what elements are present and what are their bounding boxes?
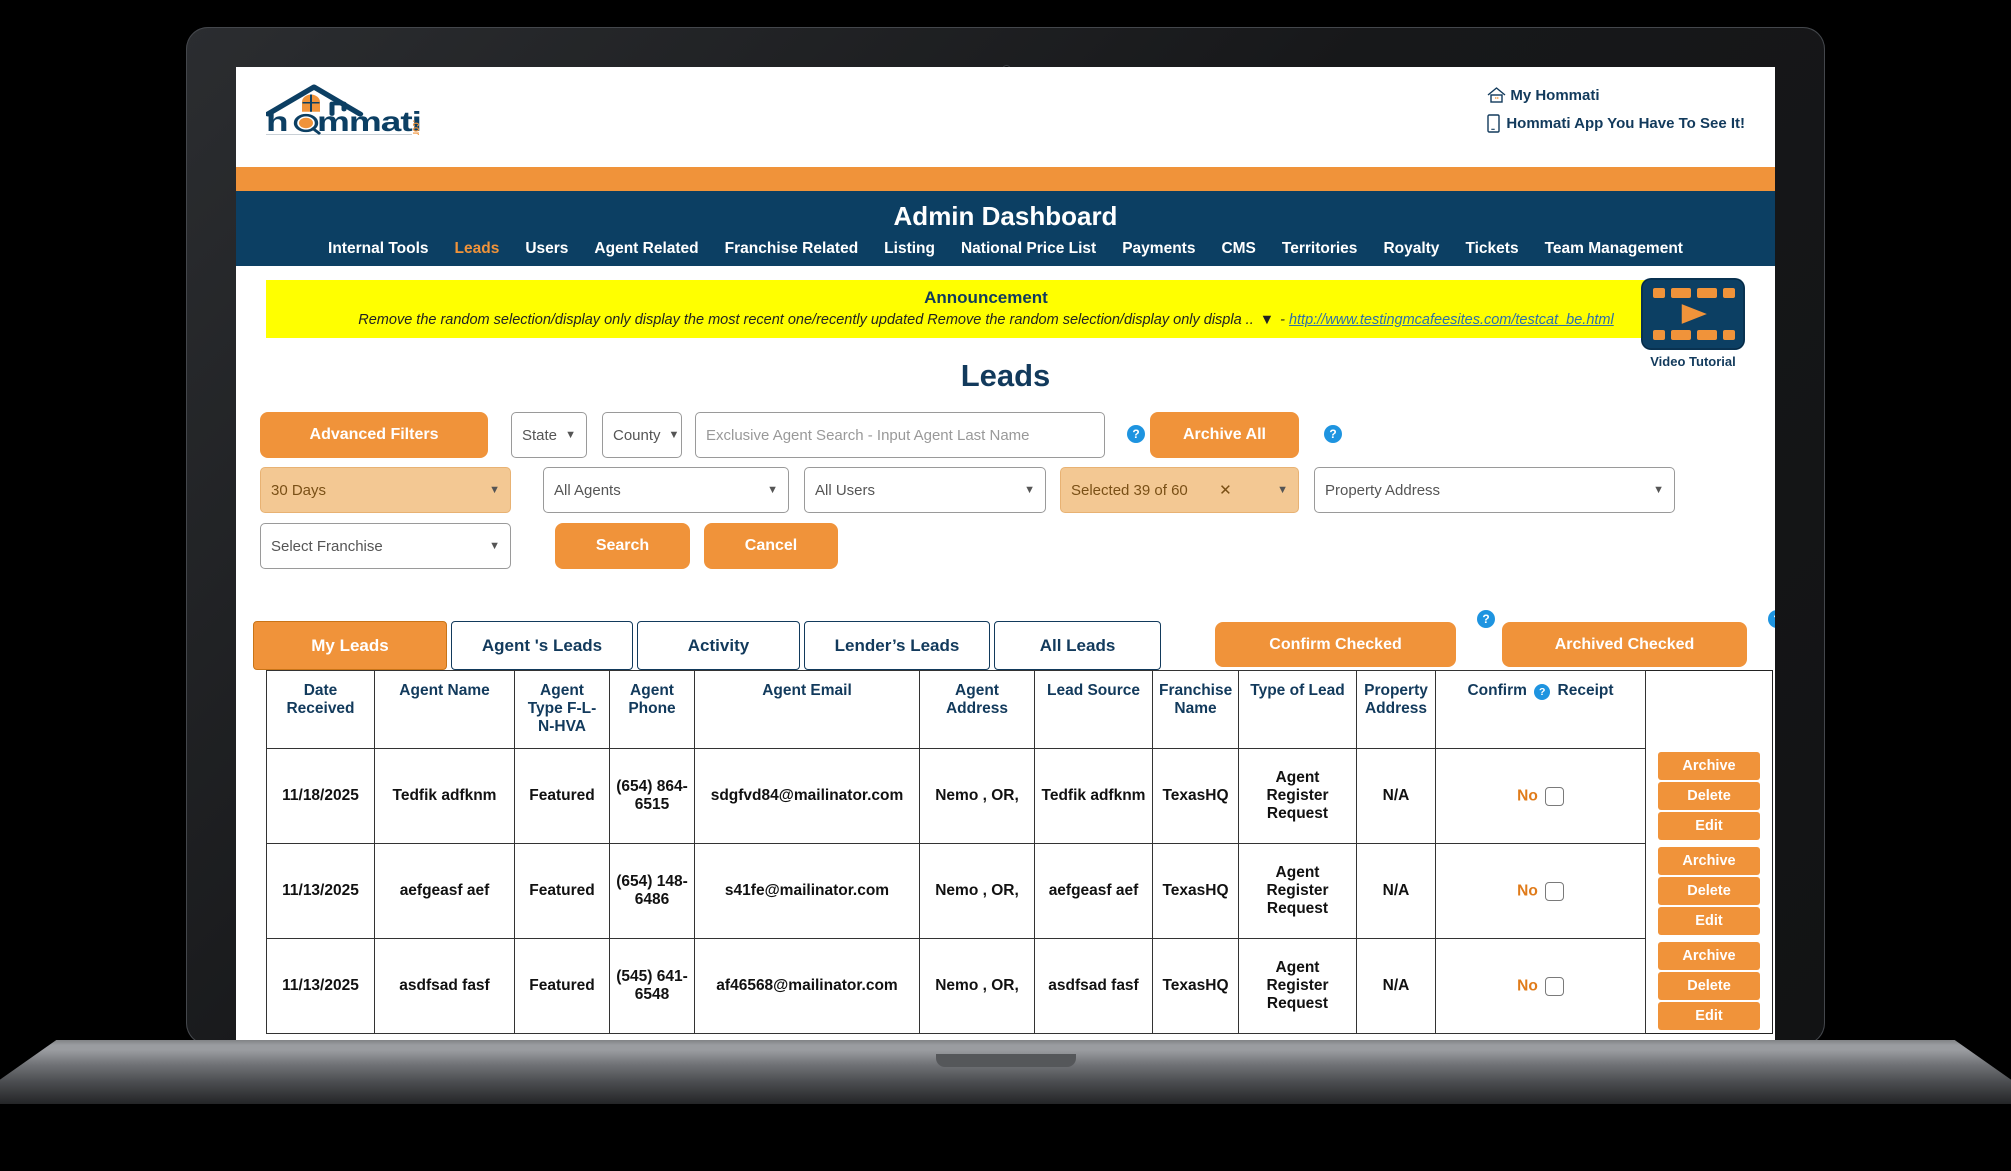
svg-text:mmati: mmati (317, 106, 421, 135)
svg-text:.com: .com (410, 120, 422, 135)
svg-text:h: h (266, 106, 288, 135)
